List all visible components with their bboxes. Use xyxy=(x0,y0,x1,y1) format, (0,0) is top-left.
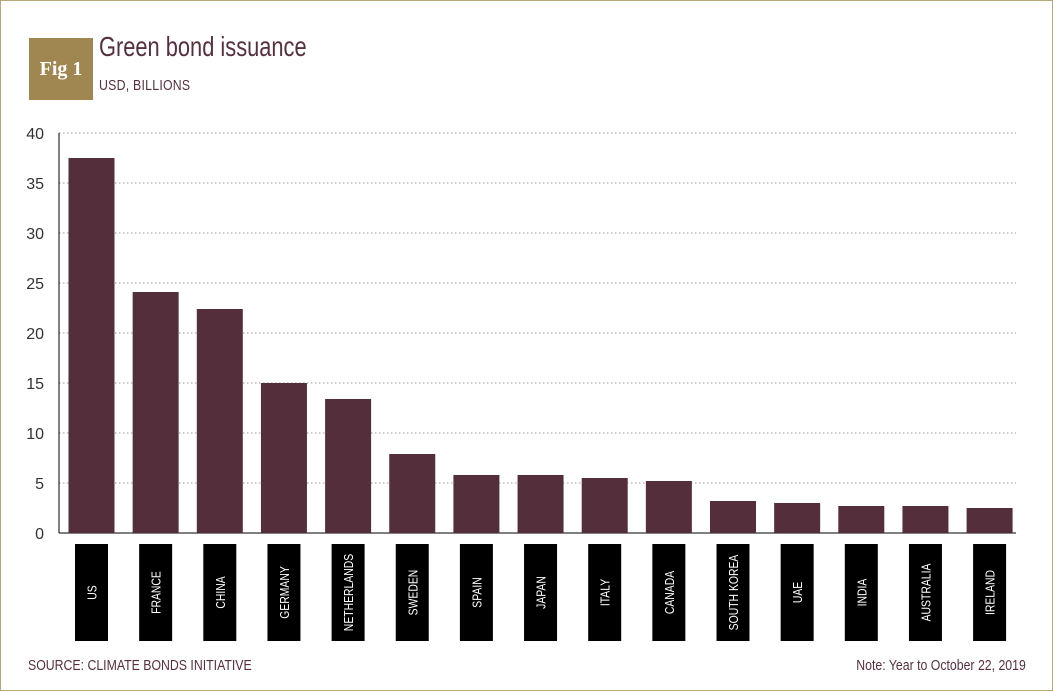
category-label-box xyxy=(267,544,301,641)
category-label-box xyxy=(459,544,493,641)
x-tick-label: NETHERLANDS xyxy=(342,554,356,632)
x-tick-label: SOUTH KOREA xyxy=(727,555,741,631)
category-label-box xyxy=(588,544,622,641)
category-label-box xyxy=(139,544,173,641)
category-label-box xyxy=(395,544,429,641)
y-tick-label: 30 xyxy=(26,226,44,243)
x-tick-label: INDIA xyxy=(855,579,869,607)
bar xyxy=(774,503,821,533)
y-tick-label: 20 xyxy=(26,326,44,343)
category-label-box xyxy=(524,544,558,641)
category-label-box xyxy=(908,544,942,641)
chart-subtitle: USD, BILLIONS xyxy=(99,77,191,94)
bar xyxy=(389,454,436,533)
bar xyxy=(710,501,756,533)
x-tick-label: JAPAN xyxy=(535,576,549,609)
y-tick-label: 40 xyxy=(26,126,44,143)
bar xyxy=(196,309,243,533)
x-tick-label: AUSTRALIA xyxy=(919,563,933,621)
bar xyxy=(68,158,115,533)
chart-title: Green bond issuance xyxy=(99,31,307,62)
category-label-box xyxy=(716,544,750,641)
x-tick-label: CHINA xyxy=(214,576,228,608)
figure-badge: Fig 1 xyxy=(29,38,93,100)
y-tick-label: 5 xyxy=(35,476,44,493)
x-tick-label: SPAIN xyxy=(470,577,484,607)
category-label-box xyxy=(844,544,878,641)
bar xyxy=(966,508,1013,533)
x-tick-label: US xyxy=(85,585,99,600)
source-note: SOURCE: CLIMATE BONDS INITIATIVE xyxy=(28,657,252,674)
bar xyxy=(902,506,949,533)
category-label-box xyxy=(75,544,108,641)
x-tick-label: FRANCE xyxy=(150,571,164,614)
bar xyxy=(581,478,628,533)
x-tick-label: UAE xyxy=(791,582,805,604)
date-note: Note: Year to October 22, 2019 xyxy=(856,657,1026,674)
bar xyxy=(260,383,307,533)
y-tick-label: 0 xyxy=(35,526,44,543)
y-tick-label: 25 xyxy=(26,276,44,293)
y-tick-label: 15 xyxy=(26,376,44,393)
x-tick-label: ITALY xyxy=(599,579,613,606)
y-tick-label: 10 xyxy=(26,426,44,443)
bar xyxy=(453,475,500,533)
x-tick-label: GERMANY xyxy=(278,566,292,619)
bar xyxy=(325,399,372,533)
x-tick-label: SWEDEN xyxy=(406,570,420,616)
category-label-box xyxy=(652,544,686,641)
category-label-box xyxy=(331,544,365,641)
bar xyxy=(645,481,692,533)
category-label-box xyxy=(973,544,1007,641)
x-tick-label: CANADA xyxy=(663,571,677,614)
bar xyxy=(132,292,179,533)
bar xyxy=(838,506,885,533)
y-tick-label: 35 xyxy=(26,176,44,193)
category-label-box xyxy=(780,544,814,641)
bar xyxy=(517,475,564,533)
category-label-box xyxy=(203,544,237,641)
x-tick-label: IRELAND xyxy=(984,570,998,615)
